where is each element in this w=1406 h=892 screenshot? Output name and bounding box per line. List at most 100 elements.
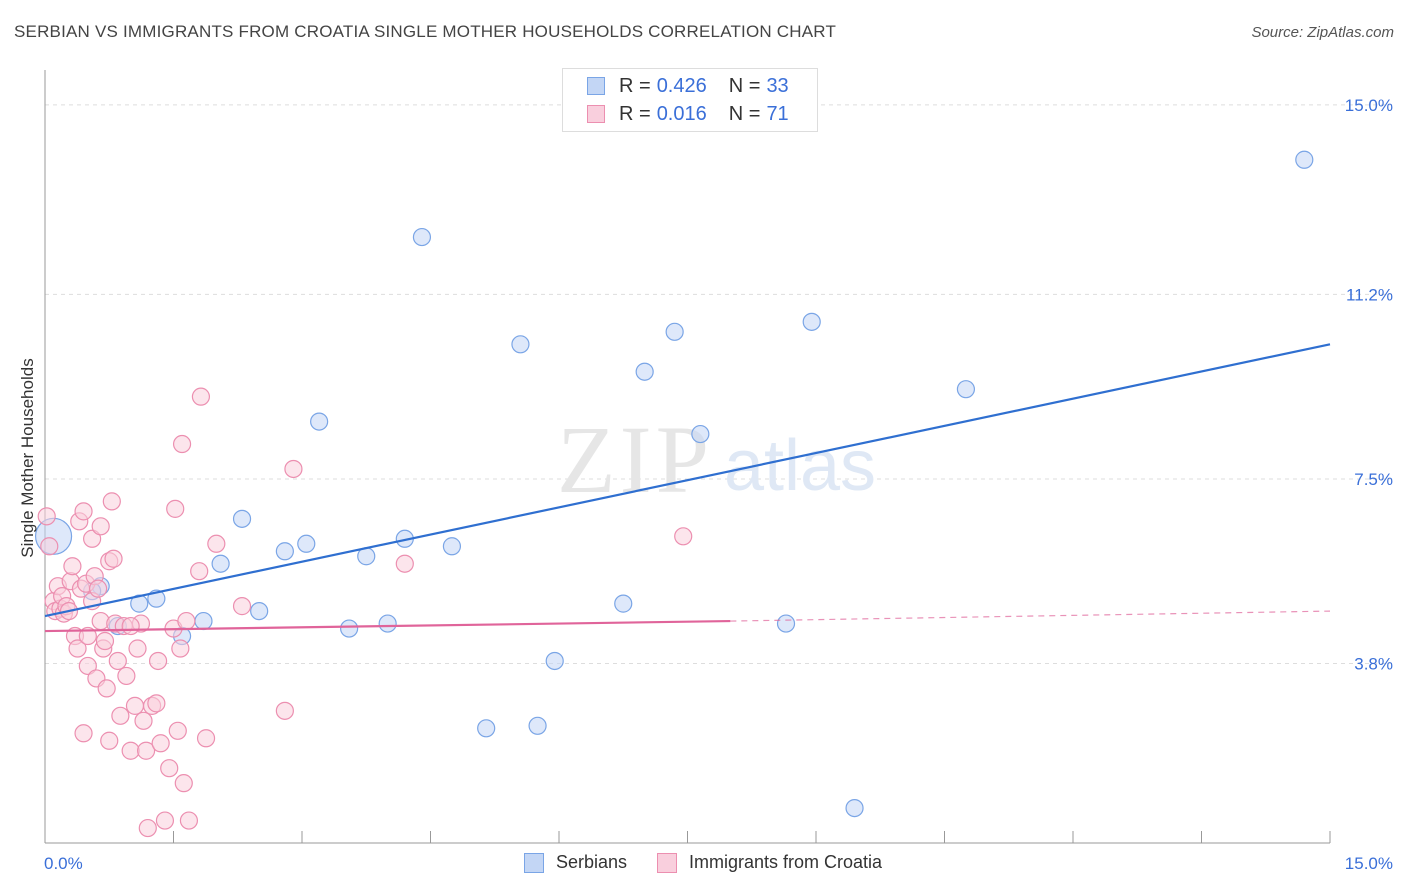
chart-title: SERBIAN VS IMMIGRANTS FROM CROATIA SINGL… xyxy=(14,22,837,41)
source-label: Source: ZipAtlas.com xyxy=(1251,24,1394,41)
tick-labels: 3.8% 7.5% 11.2% 15.0% 0.0% 15.0% xyxy=(44,96,1393,873)
point-croatia xyxy=(284,459,303,479)
point-serbians xyxy=(250,601,269,621)
trend-lines xyxy=(44,343,1331,633)
point-croatia xyxy=(174,774,193,793)
point-croatia xyxy=(78,656,97,676)
point-croatia xyxy=(136,741,156,760)
point-croatia xyxy=(111,706,130,725)
point-croatia xyxy=(37,507,56,526)
point-serbians xyxy=(635,362,654,381)
trend-line-croatia xyxy=(44,619,731,633)
point-croatia xyxy=(275,701,294,720)
point-croatia xyxy=(196,729,216,748)
legend-label-serbians: Serbians xyxy=(555,852,627,872)
legend-r-value: 0.016 xyxy=(656,102,707,125)
legend-r-value: 0.426 xyxy=(656,74,707,97)
point-croatia xyxy=(89,579,108,598)
legend-n-label: N = xyxy=(728,74,761,97)
point-croatia xyxy=(179,811,199,830)
point-serbians xyxy=(194,611,213,631)
point-croatia xyxy=(121,616,140,636)
point-croatia xyxy=(134,711,153,730)
legend-swatch-croatia xyxy=(587,105,605,123)
point-croatia xyxy=(138,818,157,838)
trend-line-serbians xyxy=(44,343,1331,618)
point-croatia xyxy=(40,537,59,556)
legend-label-croatia: Immigrants from Croatia xyxy=(689,852,883,872)
point-serbians xyxy=(802,312,821,331)
point-serbians xyxy=(211,554,230,573)
y-tick-label: 11.2% xyxy=(1346,285,1393,304)
point-croatia xyxy=(155,811,175,830)
point-serbians xyxy=(691,424,710,444)
point-serbians xyxy=(1295,150,1314,169)
point-croatia xyxy=(102,492,121,511)
point-croatia xyxy=(160,759,179,778)
point-croatia xyxy=(68,639,87,658)
watermark: ZIP atlas xyxy=(557,406,876,513)
point-serbians xyxy=(845,798,864,818)
point-croatia xyxy=(168,721,187,740)
point-serbians xyxy=(665,322,684,341)
legend-row-serbians: R = 0.426 N = 33 xyxy=(587,74,795,98)
legend-row-croatia: R = 0.016 N = 71 xyxy=(587,102,795,126)
legend-r-label: R = xyxy=(619,102,651,125)
point-serbians xyxy=(378,614,397,633)
legend-swatch-serbians xyxy=(523,852,544,873)
watermark-atlas: atlas xyxy=(724,426,876,506)
point-croatia xyxy=(148,651,168,671)
legend-n-label: N = xyxy=(728,102,761,125)
point-serbians xyxy=(545,651,564,671)
point-serbians xyxy=(614,594,633,613)
point-croatia xyxy=(166,499,185,518)
point-croatia xyxy=(117,666,136,686)
point-croatia xyxy=(121,741,140,760)
point-croatia xyxy=(97,679,116,698)
point-serbians xyxy=(528,716,547,735)
grid-lines xyxy=(45,104,1392,664)
point-serbians xyxy=(956,380,976,399)
point-serbians xyxy=(477,719,496,738)
point-croatia xyxy=(63,557,82,576)
legend-n-value: 71 xyxy=(766,102,789,125)
legend-swatch-serbians xyxy=(587,77,605,95)
point-croatia xyxy=(171,639,190,658)
point-croatia xyxy=(125,696,145,715)
point-croatia xyxy=(232,597,252,616)
data-points xyxy=(34,150,1314,838)
stats-legend: R = 0.426 N = 33 R = 0.016 N = 71 xyxy=(562,68,818,132)
point-croatia xyxy=(172,434,192,454)
legend-n-value: 33 xyxy=(766,74,789,97)
legend-swatch-croatia xyxy=(657,852,677,873)
y-axis-label: Single Mother Households xyxy=(18,358,37,558)
point-croatia xyxy=(95,631,115,651)
y-tick-label: 3.8% xyxy=(1354,654,1393,673)
point-serbians xyxy=(275,542,294,561)
point-croatia xyxy=(395,554,414,573)
point-croatia xyxy=(74,724,93,743)
point-croatia xyxy=(674,527,693,546)
point-serbians xyxy=(297,534,316,553)
point-croatia xyxy=(177,611,196,631)
axes xyxy=(44,70,1331,844)
point-serbians xyxy=(511,335,530,354)
point-croatia xyxy=(74,502,93,521)
point-croatia xyxy=(108,651,127,671)
point-serbians xyxy=(776,614,796,633)
watermark-zip: ZIP xyxy=(557,406,713,513)
y-tick-label: 15.0% xyxy=(1345,96,1393,115)
x-tick-label: 0.0% xyxy=(44,854,83,873)
legend-item-croatia[interactable]: Immigrants from Croatia xyxy=(657,852,882,873)
x-tick-label: 15.0% xyxy=(1345,854,1393,873)
point-serbians xyxy=(442,537,462,556)
point-croatia xyxy=(100,731,119,750)
legend-r-label: R = xyxy=(619,74,651,97)
legend-item-serbians[interactable]: Serbians xyxy=(523,852,627,873)
point-croatia xyxy=(104,549,123,568)
point-croatia xyxy=(83,529,102,548)
point-croatia xyxy=(191,387,211,406)
y-tick-label: 7.5% xyxy=(1354,470,1393,489)
point-croatia xyxy=(128,639,147,658)
